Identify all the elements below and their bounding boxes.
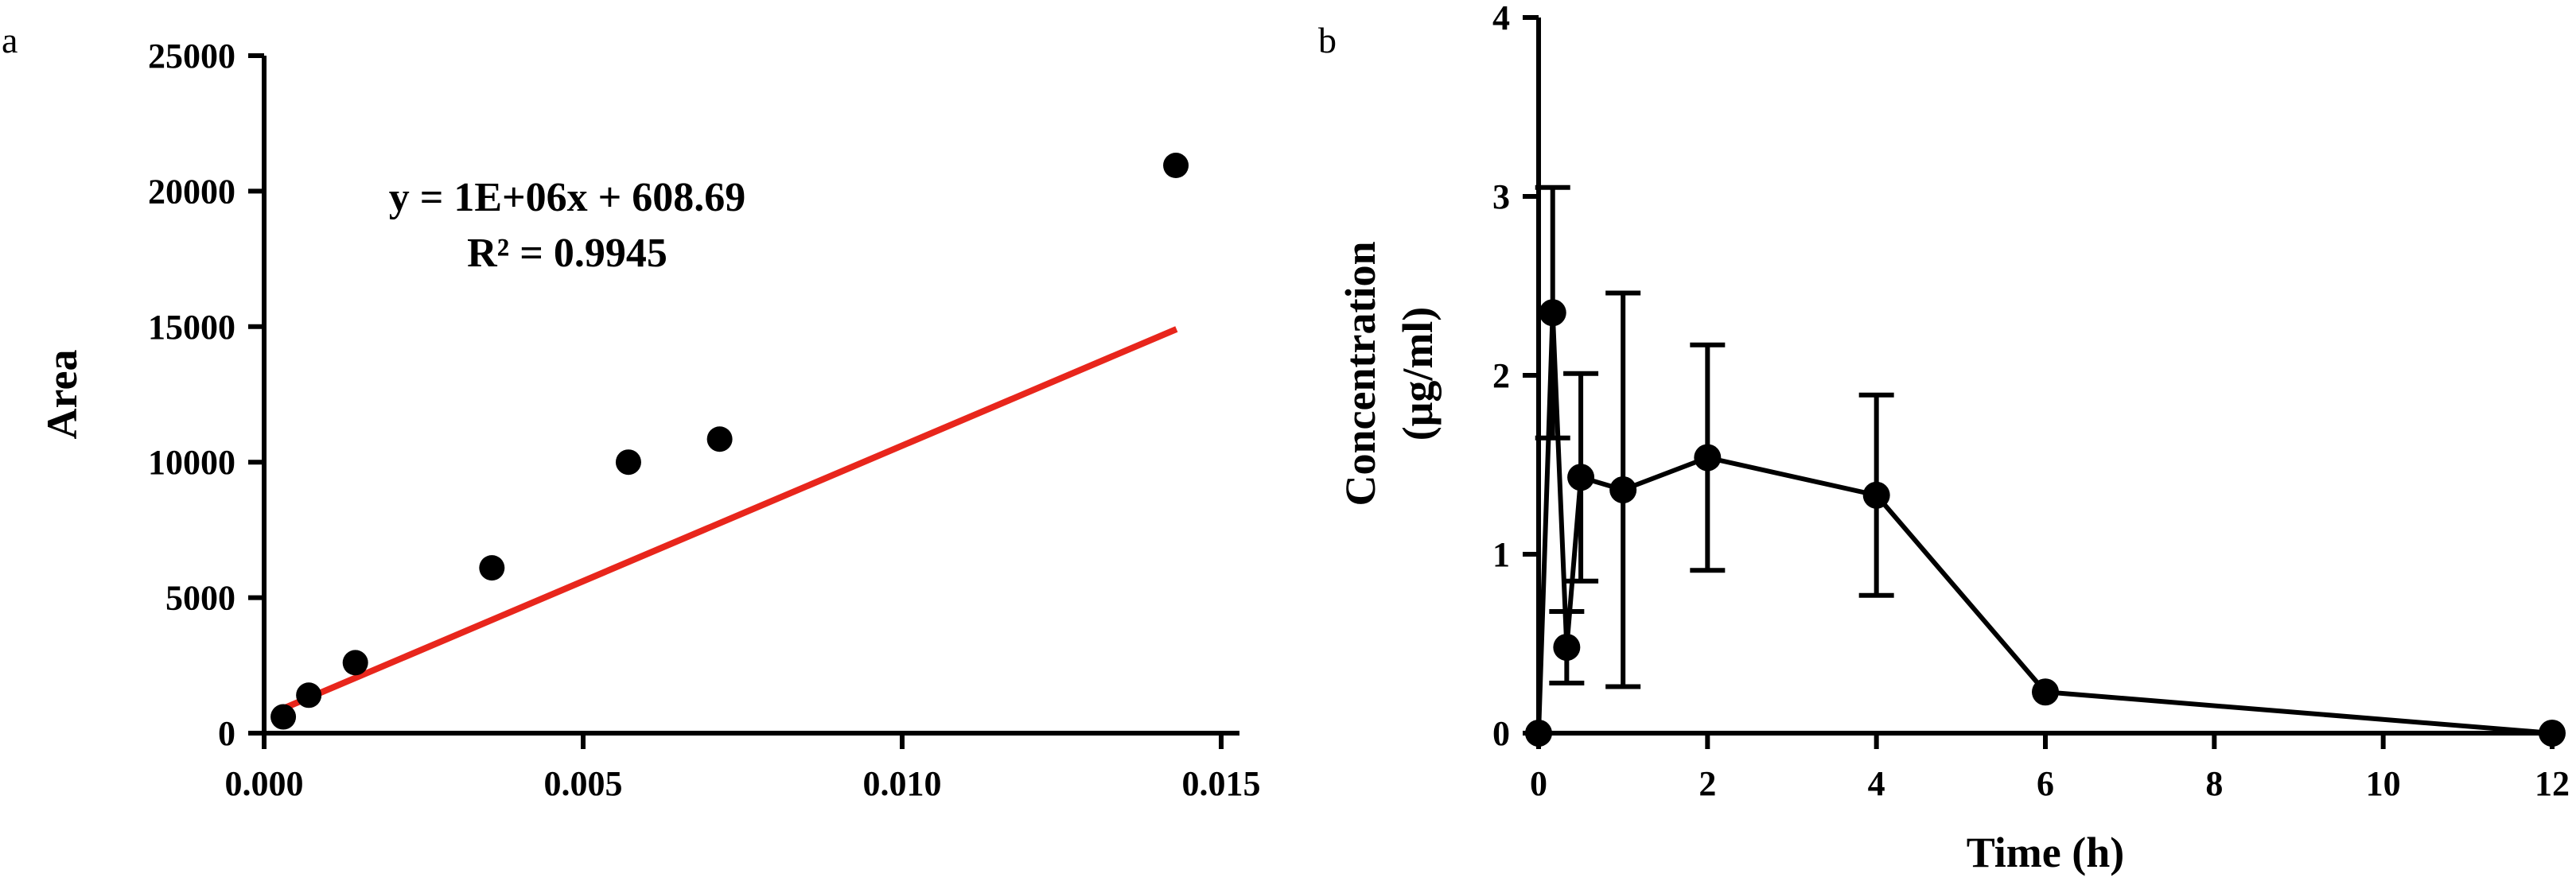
panel-a-data-point (296, 682, 322, 708)
panel-a-points (270, 153, 1189, 730)
panel-a-y-ticks: 0 5000 10000 15000 20000 25000 (148, 37, 264, 753)
panel-a-y-tick-label: 5000 (165, 579, 235, 618)
panel-a-x-ticks: 0.000 0.005 0.010 0.015 (225, 733, 1261, 803)
panel-b-x-axis-title: Time (h) (1967, 829, 2125, 876)
panel-b-y-tick-label: 1 (1492, 535, 1510, 574)
panel-b-data-point (1525, 720, 1552, 747)
panel-b-y-tick-label: 0 (1492, 714, 1510, 753)
panel-b-error-bars (1535, 184, 1894, 689)
panel-a-x-tick-label: 0.015 (1182, 764, 1261, 803)
panel-b-y-tick-label: 4 (1492, 0, 1510, 37)
panel-a-data-point (479, 555, 505, 581)
panel-b-x-tick-label: 2 (1699, 764, 1716, 803)
panel-a-x-tick-label: 0.010 (863, 764, 942, 803)
panel-a-data-point (615, 449, 641, 476)
panel-a-data-point (270, 704, 297, 730)
panel-b-y-ticks: 0 1 2 3 4 (1492, 0, 1539, 753)
panel-a-y-tick-label: 20000 (148, 172, 235, 211)
panel-b-x-tick-label: 10 (2366, 764, 2401, 803)
panel-a-y-axis-title: Area (38, 350, 86, 440)
panel-a-x-tick-label: 0.000 (225, 764, 304, 803)
panel-b-series-line (1536, 310, 2553, 736)
panel-b-data-point (2032, 678, 2059, 706)
panel-b-y-axis-title-line1: Concentration (1337, 242, 1384, 507)
panel-b-x-tick-label: 6 (2037, 764, 2054, 803)
panel-b-series-line-group (1536, 310, 2553, 736)
panel-a-y-tick-label: 10000 (148, 443, 235, 482)
panel-a-r-squared: R² = 0.9945 (467, 231, 667, 276)
panel-a-data-point (1163, 153, 1189, 179)
panel-b-data-point (1609, 476, 1637, 503)
panel-b-data-point (1539, 299, 1566, 327)
panel-b-x-tick-label: 0 (1530, 764, 1547, 803)
panel-a-trendline-group (275, 326, 1178, 715)
panel-b-points (1525, 299, 2566, 747)
panel-a-y-tick-label: 25000 (148, 37, 235, 76)
panel-b-x-ticks: 0 2 4 6 8 10 12 (1530, 733, 2570, 803)
panel-b-data-point (1862, 481, 1890, 509)
panel-a-equation: y = 1E+06x + 608.69 (389, 175, 746, 220)
panel-b-x-tick-label: 12 (2535, 764, 2570, 803)
panel-b-letter: b (1318, 20, 1337, 60)
panel-a-letter: a (2, 20, 18, 60)
panel-a-data-point (706, 426, 733, 452)
panel-b-y-tick-label: 2 (1492, 356, 1510, 395)
panel-b-x-tick-label: 4 (1868, 764, 1885, 803)
panel-a-trendline (275, 326, 1178, 715)
panel-b-x-tick-label: 8 (2205, 764, 2223, 803)
panel-b-y-axis-title-line2: (μg/ml) (1394, 307, 1442, 441)
panel-b-data-point (2539, 720, 2566, 747)
panel-a-x-tick-label: 0.005 (544, 764, 623, 803)
panel-b-data-point (1567, 464, 1595, 491)
panel-b-data-point (1553, 634, 1581, 661)
panel-a-y-tick-label: 0 (218, 714, 235, 753)
panel-b-data-point (1694, 444, 1722, 472)
panel-b-y-tick-label: 3 (1492, 177, 1510, 216)
panel-a-y-tick-label: 15000 (148, 308, 235, 347)
panel-a-data-point (342, 650, 368, 676)
